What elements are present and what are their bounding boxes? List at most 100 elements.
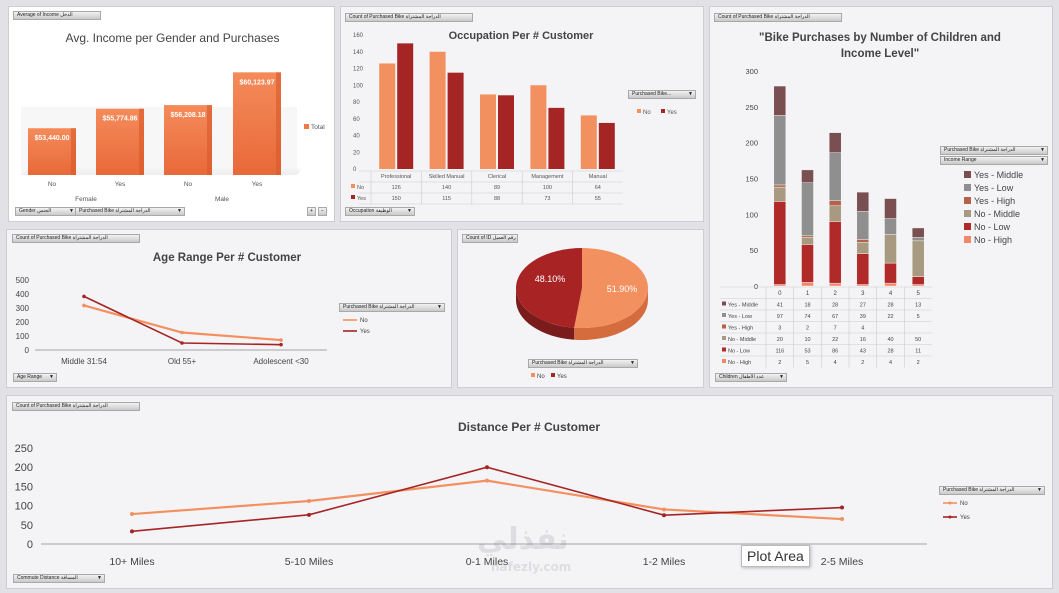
children-bar-segment — [773, 85, 787, 116]
children-bar-segment — [773, 186, 787, 202]
occupation-legend-field[interactable]: Purchased Bike... — [628, 90, 696, 99]
occupation-table-series: Yes — [357, 196, 366, 202]
children-bar-segment — [828, 132, 842, 153]
children-table-value: 11 — [915, 349, 921, 355]
collapse-button[interactable]: − — [318, 207, 327, 216]
age-point — [180, 341, 184, 345]
occupation-table-value: 150 — [392, 196, 401, 202]
children-table-value: 20 — [777, 337, 783, 343]
children-title-line2: Income Level" — [840, 48, 920, 60]
age-legend-label: No — [360, 318, 368, 324]
income-x-tick: No — [48, 181, 57, 188]
children-bar-segment — [801, 235, 814, 238]
occupation-y-tick: 100 — [353, 83, 364, 89]
occupation-table-value: 126 — [392, 185, 401, 191]
age-legend-field[interactable]: Purchased Bike الدراجة المشتراة — [339, 303, 445, 312]
children-table-swatch — [722, 336, 726, 340]
income-bar — [28, 128, 76, 175]
occupation-table-value: 89 — [494, 185, 500, 191]
occupation-value-field[interactable]: Count of Purchased Bike الدراجة المشتراة — [345, 13, 473, 22]
children-filter-button[interactable]: Children عدد الأطفال — [715, 373, 787, 382]
distance-legend-marker — [948, 515, 952, 519]
children-table-value: 22 — [832, 337, 838, 343]
children-table-series: Yes - Middle — [728, 303, 758, 309]
children-y-tick: 0 — [754, 282, 758, 291]
occupation-x-tick: Skilled Manual — [429, 174, 465, 180]
purchased-bike-filter-button[interactable]: Purchased Bike الدراجة المشتراة — [75, 207, 185, 216]
children-bar-segment — [856, 191, 870, 212]
pie-legend-field[interactable]: Purchased Bike الدراجة المشتراة — [528, 359, 638, 368]
distance-filter-button[interactable]: Commute Distance المسافة — [13, 574, 105, 583]
income-bar-chart: $53,440.00 No $55,774.86 Yes $56,208.18 No $60… — [21, 72, 325, 203]
income-bar-side — [139, 108, 144, 175]
children-table-value: 86 — [832, 349, 838, 355]
income-bar — [233, 72, 281, 175]
distance-point — [307, 498, 311, 503]
age-value-field[interactable]: Count of Purchased Bike الدراجة المشتراة — [12, 234, 140, 243]
distance-chart-title: Distance Per # Customer — [457, 420, 601, 434]
distance-x-tick: 10+ Miles — [109, 556, 154, 568]
pie-slice-side — [574, 288, 648, 340]
children-value-field[interactable]: Count of Purchased Bike الدراجة المشتراة — [714, 13, 842, 22]
occupation-y-tick: 160 — [353, 33, 364, 39]
children-y-tick: 50 — [750, 246, 758, 255]
children-table-value: 10 — [804, 337, 810, 343]
children-table-value: 7 — [834, 326, 837, 332]
occupation-table-swatch — [351, 195, 355, 199]
age-legend-label: Yes — [360, 329, 370, 335]
age-point — [279, 338, 283, 342]
age-x-tick: Adolescent <30 — [253, 357, 309, 366]
pie-label-no: 51.90% — [607, 284, 638, 294]
occupation-y-tick: 80 — [353, 100, 360, 106]
distance-y-tick: 150 — [15, 481, 33, 493]
children-legend-label: Yes - Low — [974, 183, 1014, 193]
children-table-value: 5 — [917, 314, 920, 320]
pie-legend-label: Yes — [557, 374, 567, 380]
distance-value-field[interactable]: Count of Purchased Bike الدراجة المشتراة — [12, 402, 140, 411]
income-range-legend-field[interactable]: Income Range — [940, 156, 1048, 165]
income-bar-side — [207, 105, 212, 175]
children-table-value: 2 — [778, 360, 781, 366]
occupation-table-series: No — [357, 185, 364, 191]
distance-point — [485, 478, 489, 483]
distance-point — [307, 512, 311, 517]
children-table-value: 4 — [834, 360, 837, 366]
children-bar-segment — [773, 201, 787, 285]
children-bar-segment — [828, 200, 842, 206]
occupation-filter-button[interactable]: Occupation الوظيفة — [345, 207, 415, 216]
age-point — [279, 342, 283, 347]
children-bar-segment — [884, 234, 897, 264]
occupation-bar — [447, 72, 464, 169]
expand-button[interactable]: + — [307, 207, 316, 216]
distance-point — [130, 512, 134, 517]
income-x-tick: Yes — [252, 181, 263, 188]
children-table-value: 13 — [915, 303, 921, 309]
gender-filter-button[interactable]: Gender الجنس — [15, 207, 77, 216]
age-filter-button[interactable]: Age Range — [13, 373, 57, 382]
children-bar-segment — [828, 205, 842, 222]
children-bar-segment — [828, 221, 842, 284]
distance-legend-field[interactable]: Purchased Bike الدراجة المشتراة — [939, 486, 1045, 495]
occupation-table-value: 55 — [595, 196, 601, 202]
income-value-field[interactable]: Average of Income الدخل — [13, 11, 101, 20]
income-bar-side — [71, 128, 76, 175]
children-bar-segment — [911, 284, 925, 287]
pie-value-field[interactable]: Count of ID رقم العميل — [462, 234, 518, 243]
distance-panel: Count of Purchased Bike الدراجة المشتراة… — [6, 395, 1053, 589]
children-table-swatch — [722, 301, 726, 306]
children-bar-segment — [828, 152, 842, 201]
children-bar-segment — [856, 253, 870, 285]
children-table-swatch — [722, 359, 726, 363]
children-bar-segment — [828, 282, 842, 287]
children-table-value: 2 — [806, 326, 809, 332]
children-y-tick: 300 — [745, 67, 758, 76]
children-legend-swatch — [964, 171, 971, 178]
pie-legend-label: No — [537, 374, 545, 380]
children-legend-field[interactable]: Purchased Bike الدراجة المشتراة — [940, 146, 1048, 155]
income-data-label: $53,440.00 — [34, 135, 69, 142]
age-point — [82, 294, 86, 299]
occupation-table-value: 73 — [544, 196, 550, 202]
age-y-tick: 100 — [16, 332, 30, 341]
occupation-x-tick: Clerical — [488, 174, 506, 180]
children-y-tick: 100 — [745, 210, 758, 219]
